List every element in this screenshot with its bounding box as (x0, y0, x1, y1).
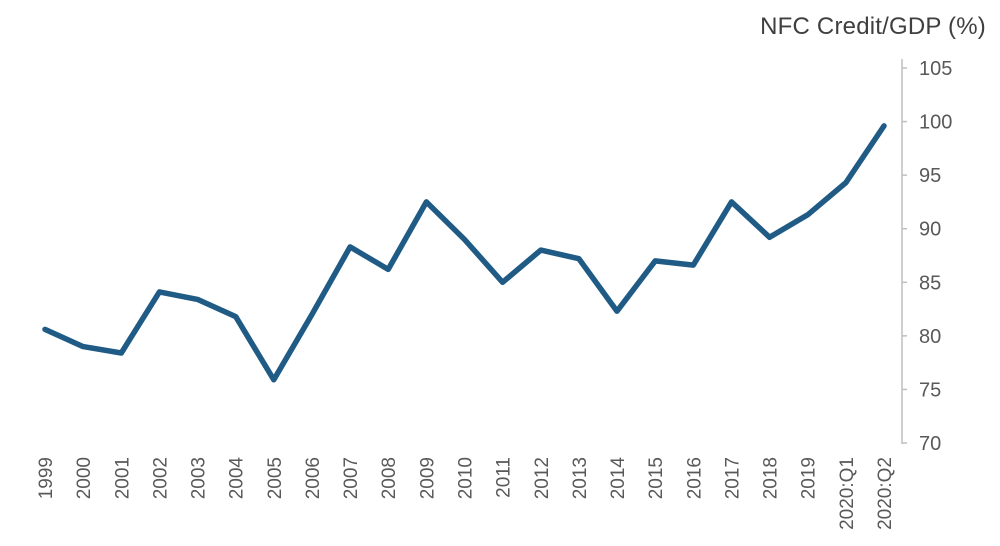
y-tick-label: 90 (919, 219, 941, 241)
x-tick-label: 2002 (150, 457, 171, 499)
y-tick-label: 70 (919, 433, 941, 455)
x-tick-label: 2020:Q2 (875, 457, 896, 530)
x-tick-label: 2005 (265, 457, 286, 499)
x-tick-label: 2012 (532, 457, 553, 499)
x-tick-label: 2001 (112, 457, 133, 499)
x-tick-label: 2004 (227, 457, 248, 500)
y-tick-label: 105 (919, 58, 952, 80)
y-tick-label: 75 (919, 379, 941, 401)
x-tick-label: 2020:Q1 (837, 457, 858, 530)
y-tick-label: 95 (919, 165, 941, 187)
x-tick-label: 2009 (417, 457, 438, 499)
credit-gdp-line (42, 123, 887, 383)
y-tick-label: 85 (919, 272, 941, 294)
x-tick-label: 2017 (722, 457, 743, 499)
x-tick-label: 2018 (761, 457, 782, 499)
x-tick-label: 2003 (189, 457, 210, 499)
x-tick-label: 2000 (74, 457, 95, 499)
x-tick-label: 2016 (684, 457, 705, 499)
x-tick-label: 2006 (303, 457, 324, 499)
x-tick-label: 2007 (341, 457, 362, 499)
x-tick-label: 2010 (456, 457, 477, 499)
x-tick-label: 1999 (36, 457, 57, 499)
y-tick-label: 100 (919, 112, 952, 134)
x-tick-label: 2014 (608, 457, 629, 500)
x-tick-label: 2013 (570, 457, 591, 499)
chart-title: NFC Credit/GDP (%) (760, 13, 986, 40)
x-tick-label: 2008 (379, 457, 400, 499)
x-tick-label: 2011 (494, 457, 515, 498)
x-tick-label: 2015 (646, 457, 667, 499)
y-tick-label: 80 (919, 326, 941, 348)
x-tick-label: 2019 (799, 457, 820, 499)
